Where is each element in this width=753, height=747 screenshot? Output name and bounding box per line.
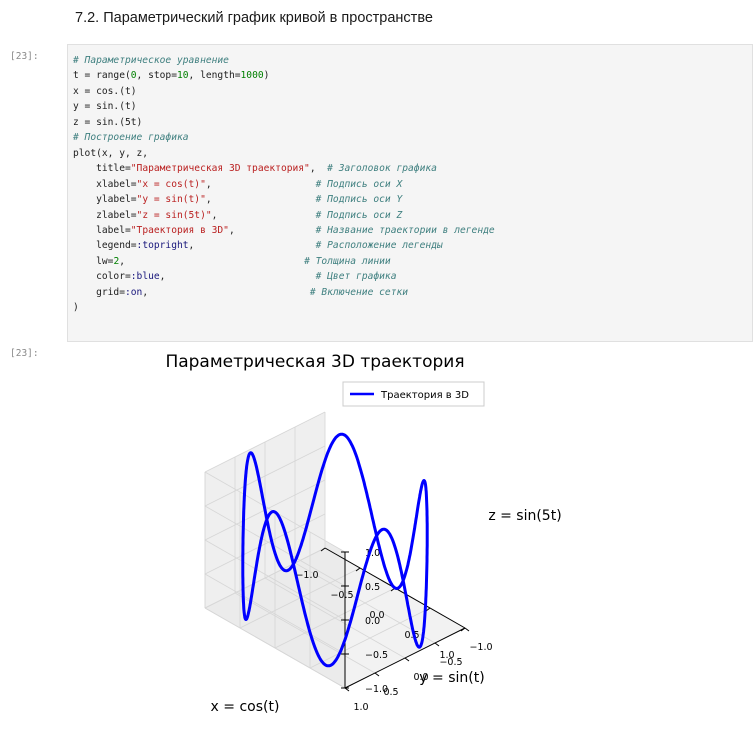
grid-line: [234, 592, 376, 674]
tick-labels: −1.0−1.0−1.0−0.5−0.5−0.50.00.00.00.50.50…: [295, 548, 492, 713]
trajectory-line: [241, 432, 429, 668]
grid-line: [204, 411, 326, 473]
x-tick: [320, 547, 326, 552]
y-axis-label: y = sin(t): [419, 670, 484, 686]
x-tick-label: 1.0: [439, 650, 454, 661]
z-tick-label: 1.0: [365, 548, 380, 559]
grid-line: [204, 539, 346, 621]
y-tick-label: 0.5: [383, 687, 398, 698]
y-tick: [374, 672, 380, 677]
section-heading: 7.2. Параметрический график кривой в про…: [75, 10, 433, 26]
z-tick-label: 0.5: [365, 582, 380, 593]
x-tick: [460, 627, 466, 632]
x-tick-label: 0.5: [404, 630, 419, 641]
z-tick-label: 0.0: [365, 616, 380, 627]
z-axis-label: z = sin(5t): [488, 508, 561, 524]
y-tick: [434, 642, 440, 647]
y-tick-label: 1.0: [353, 702, 368, 713]
x-tick-label: −1.0: [295, 570, 318, 581]
chart-title: Параметрическая 3D траектория: [165, 352, 464, 372]
x-tick: [355, 567, 361, 572]
z-tick-label: −0.5: [365, 650, 388, 661]
z-tick-label: −1.0: [365, 684, 388, 695]
grid-line: [204, 505, 346, 587]
grid-line: [204, 607, 346, 689]
y-tick-label: −0.5: [439, 657, 462, 668]
x-tick-label: −0.5: [330, 590, 353, 601]
legend-label: Траектория в 3D: [380, 390, 469, 401]
input-prompt: [23]:: [10, 51, 39, 62]
legend: Траектория в 3D: [342, 381, 485, 407]
output-prompt: [23]:: [10, 348, 39, 359]
x-tick-label: 0.0: [369, 610, 384, 621]
code-cell[interactable]: # Параметрическое уравнение t = range(0,…: [67, 44, 753, 342]
grid-line: [204, 445, 326, 507]
y-tick-label: 0.0: [413, 672, 428, 683]
grid-line: [264, 577, 406, 659]
y-tick: [404, 657, 410, 662]
code-editor[interactable]: # Параметрическое уравнение t = range(0,…: [73, 55, 495, 314]
y-tick-label: −1.0: [469, 642, 492, 653]
y-tick: [344, 687, 350, 692]
x-axis-label: x = cos(t): [211, 699, 280, 715]
y-tick: [464, 627, 470, 632]
